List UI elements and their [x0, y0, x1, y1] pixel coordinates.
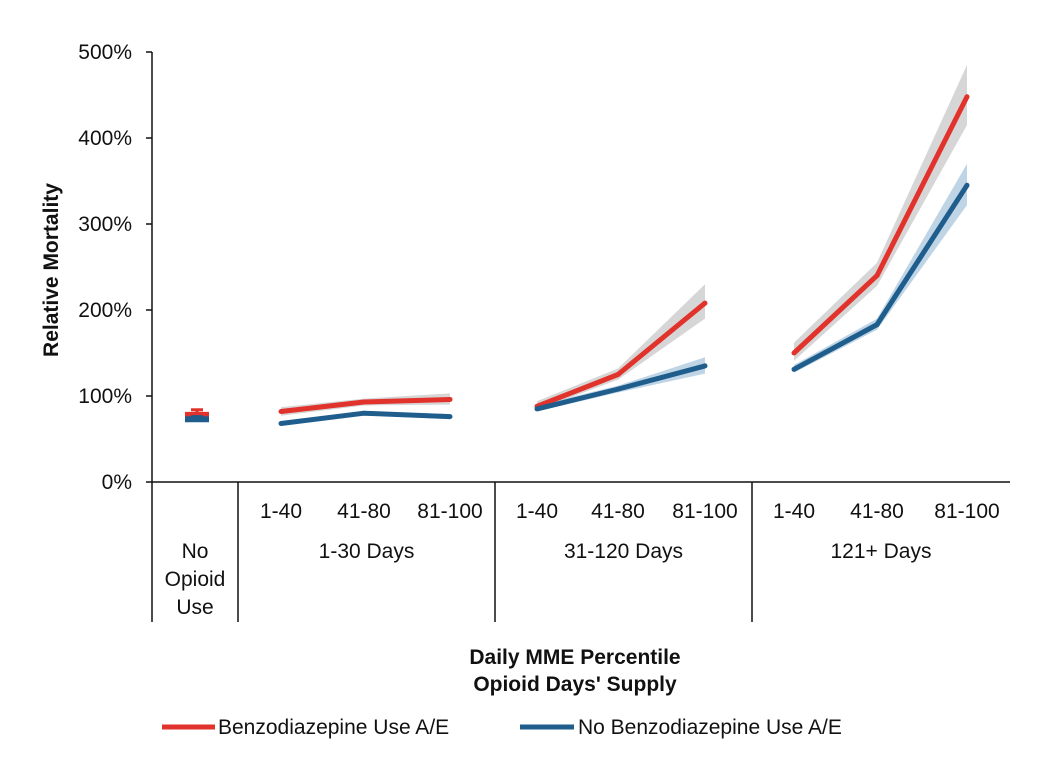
data-point: [278, 408, 284, 414]
group-label: No: [182, 540, 209, 563]
data-point: [447, 396, 453, 402]
group-label: 31-120 Days: [564, 540, 683, 563]
y-tick-label: 300%: [78, 213, 132, 236]
data-point: [615, 386, 621, 392]
data-point: [874, 273, 880, 279]
category-label: 81-100: [672, 500, 737, 523]
data-point: [964, 94, 970, 100]
data-point: [278, 421, 284, 427]
category-label: 41-80: [591, 500, 645, 523]
data-point: [361, 399, 367, 405]
data-point: [702, 363, 708, 369]
y-tick-label: 500%: [78, 41, 132, 64]
group-label: Use: [176, 596, 213, 619]
series-lines: [185, 94, 970, 427]
category-label: 41-80: [850, 500, 904, 523]
legend-label: Benzodiazepine Use A/E: [218, 716, 449, 739]
group-label: 1-30 Days: [319, 540, 415, 563]
category-label: 1-40: [516, 500, 558, 523]
y-tick-label: 200%: [78, 299, 132, 322]
data-point: [702, 300, 708, 306]
data-point: [447, 414, 453, 420]
y-tick-label: 0%: [102, 471, 132, 494]
category-label: 1-40: [773, 500, 815, 523]
confidence-band: [794, 64, 967, 361]
data-point: [964, 182, 970, 188]
data-point: [534, 406, 540, 412]
x-axis-title: Opioid Days' Supply: [473, 673, 677, 696]
y-tick-label: 400%: [78, 127, 132, 150]
legend-label: No Benzodiazepine Use A/E: [578, 716, 842, 739]
category-label: 1-40: [260, 500, 302, 523]
x-axis-title: Daily MME Percentile: [469, 646, 680, 669]
data-point: [791, 366, 797, 372]
axes: [146, 51, 1010, 622]
y-axis-title: Relative Mortality: [40, 183, 63, 357]
axis-labels: 0% 100% 200% 300% 400% 500% No Opioid Use 1-40 41-…: [40, 41, 1000, 696]
data-point: [361, 410, 367, 416]
legend: Benzodiazepine Use A/E No Benzodiazepine …: [162, 716, 842, 739]
category-label: 81-100: [417, 500, 482, 523]
group-label: Opioid: [165, 568, 226, 591]
category-label: 81-100: [934, 500, 999, 523]
data-point: [874, 322, 880, 328]
category-label: 41-80: [337, 500, 391, 523]
y-tick-label: 100%: [78, 385, 132, 408]
data-point: [615, 372, 621, 377]
data-point: [791, 350, 797, 356]
group-label: 121+ Days: [831, 540, 932, 563]
